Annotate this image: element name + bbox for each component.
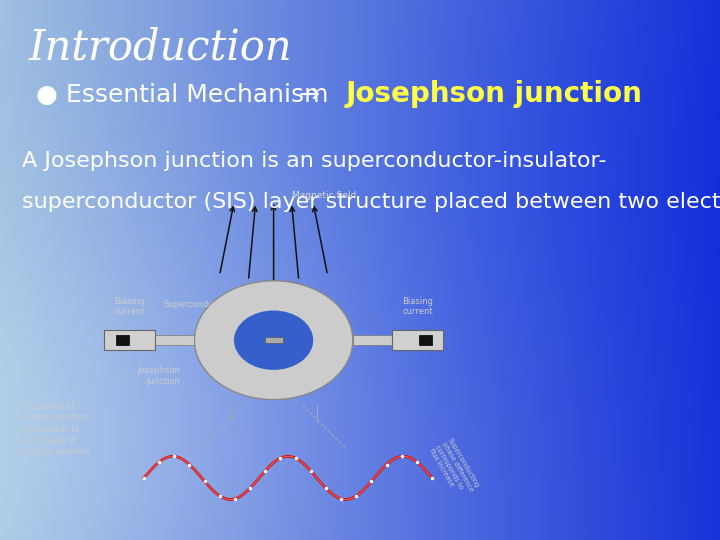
- Text: Superconducting
phase difference
corresponds to
flux increase: Superconducting phase difference corresp…: [428, 437, 480, 500]
- Bar: [115, 335, 128, 345]
- Text: One period of
voltage variation
corresponds to
an increase of
one flux quantum: One period of voltage variation correspo…: [22, 402, 89, 456]
- Bar: [419, 335, 432, 345]
- Text: →: →: [299, 83, 320, 106]
- Circle shape: [194, 281, 353, 400]
- Text: Superconductor: Superconductor: [163, 300, 230, 309]
- Bar: [392, 330, 443, 350]
- Bar: [265, 337, 283, 343]
- Text: Biasing
current: Biasing current: [114, 297, 145, 316]
- Text: A Josephson junction is an superconductor-insulator-: A Josephson junction is an superconducto…: [22, 151, 606, 171]
- Bar: [155, 335, 194, 345]
- Text: Josephson
junction: Josephson junction: [137, 366, 180, 386]
- Text: Biasing
current: Biasing current: [402, 297, 433, 316]
- Circle shape: [234, 310, 313, 370]
- Text: Introduction: Introduction: [29, 27, 292, 69]
- Text: superconductor (SIS) layer structure placed between two electrodes: superconductor (SIS) layer structure pla…: [22, 192, 720, 212]
- Text: Josephson junction: Josephson junction: [346, 80, 642, 109]
- Text: ● Essential Mechanism: ● Essential Mechanism: [36, 83, 328, 106]
- Bar: [104, 330, 155, 350]
- Bar: [353, 335, 392, 345]
- Text: Magnetic field: Magnetic field: [292, 191, 356, 200]
